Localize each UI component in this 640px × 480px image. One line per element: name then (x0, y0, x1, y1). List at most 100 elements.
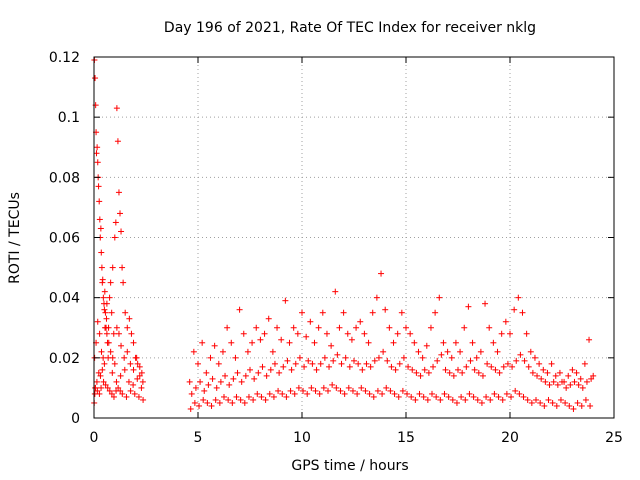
data-point (97, 225, 104, 232)
data-point (238, 378, 245, 385)
data-point (103, 315, 110, 322)
data-point (124, 348, 131, 355)
data-point (303, 333, 310, 340)
data-point (566, 402, 573, 409)
data-point (432, 309, 439, 316)
data-point (135, 393, 142, 400)
data-point (465, 303, 472, 310)
data-point (515, 294, 522, 301)
y-axis-label: ROTI / TECUs (7, 192, 23, 284)
data-point (351, 357, 357, 364)
data-point (196, 402, 203, 409)
data-point (533, 396, 539, 403)
data-point (503, 390, 510, 397)
data-point (207, 354, 214, 361)
data-point (276, 369, 283, 376)
data-point (195, 360, 201, 367)
data-point (245, 393, 252, 400)
data-point (299, 309, 305, 316)
y-tick-label: 0.12 (49, 50, 80, 66)
data-point (378, 270, 385, 277)
data-point (330, 357, 337, 364)
data-point (394, 330, 401, 337)
data-point (191, 399, 198, 406)
data-point (96, 198, 103, 205)
data-point (577, 375, 584, 382)
data-point (117, 387, 124, 394)
data-point (105, 354, 112, 361)
data-point (131, 390, 138, 397)
data-point (559, 378, 565, 385)
y-tick-label: 0.02 (49, 351, 80, 367)
data-point (450, 372, 457, 379)
data-point (328, 342, 335, 349)
data-point (255, 369, 262, 376)
data-point (582, 396, 589, 403)
y-tick-label: 0.08 (49, 170, 80, 186)
data-point (361, 330, 368, 337)
data-point (95, 183, 102, 190)
data-point (482, 300, 489, 307)
data-point (94, 159, 101, 166)
data-point (123, 393, 130, 400)
data-point (192, 384, 199, 391)
data-point (433, 393, 440, 400)
data-point (197, 378, 204, 385)
data-point (345, 384, 352, 391)
data-point (363, 360, 370, 367)
data-point (111, 360, 118, 367)
data-point (516, 390, 523, 397)
data-point (224, 324, 231, 331)
data-point (108, 390, 115, 397)
data-point (462, 396, 469, 403)
data-point (190, 348, 197, 355)
data-point (279, 390, 286, 397)
data-point (438, 351, 445, 358)
data-point (556, 369, 563, 376)
data-point (419, 354, 426, 361)
data-point (484, 360, 491, 367)
data-point (209, 375, 216, 382)
data-point (119, 264, 126, 271)
data-point (517, 351, 524, 358)
data-point (512, 387, 519, 394)
data-point (92, 75, 99, 82)
data-point (579, 384, 586, 391)
data-point (548, 360, 555, 367)
y-tick-label: 0 (71, 411, 80, 427)
data-point (301, 363, 308, 370)
data-point (130, 381, 137, 388)
data-point (524, 396, 531, 403)
data-point (186, 378, 193, 385)
data-point (488, 363, 495, 370)
data-point (102, 381, 109, 388)
data-point (380, 348, 387, 355)
data-point (557, 396, 564, 403)
data-point (294, 330, 301, 337)
data-point (519, 309, 526, 316)
data-point (458, 393, 465, 400)
data-point (407, 330, 414, 337)
data-point (478, 399, 485, 406)
data-point (523, 330, 530, 337)
data-point (412, 396, 419, 403)
data-point (384, 357, 391, 364)
x-axis-label: GPS time / hours (291, 458, 408, 474)
data-point (437, 396, 444, 403)
data-point (261, 330, 268, 337)
data-point (440, 339, 447, 346)
data-point (590, 372, 597, 379)
data-point (130, 366, 137, 373)
data-point (136, 363, 143, 370)
data-point (336, 324, 343, 331)
data-point (275, 387, 282, 394)
data-point (240, 330, 247, 337)
data-point (278, 336, 285, 343)
data-point (399, 387, 406, 394)
data-point (448, 354, 455, 361)
x-tick-label: 25 (605, 430, 623, 446)
data-point (320, 384, 327, 391)
data-point (104, 384, 111, 391)
data-point (359, 366, 366, 373)
data-point (107, 279, 114, 286)
